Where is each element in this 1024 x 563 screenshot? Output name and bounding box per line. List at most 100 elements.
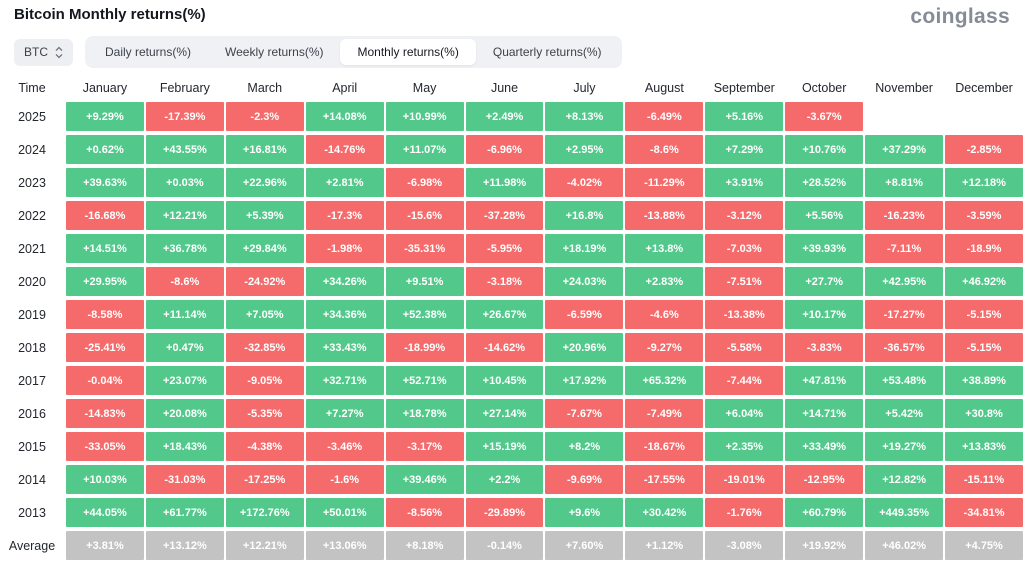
return-cell: +27.7% xyxy=(785,267,864,296)
return-cell: -4.38% xyxy=(225,432,304,461)
return-cell: -8.6% xyxy=(145,267,224,296)
return-cell: +12.21% xyxy=(145,201,224,230)
return-cell: +30.8% xyxy=(945,399,1023,428)
return-cell: +18.19% xyxy=(545,234,624,263)
return-cell: -8.6% xyxy=(625,135,704,164)
return-cell: -16.68% xyxy=(66,201,144,230)
average-return-cell: +8.18% xyxy=(385,531,464,560)
return-cell: -19.01% xyxy=(705,465,784,494)
coin-selector[interactable]: BTC xyxy=(14,38,73,66)
return-cell: +10.03% xyxy=(66,465,144,494)
return-cell: -7.44% xyxy=(705,366,784,395)
return-cell: +53.48% xyxy=(865,366,944,395)
return-cell: +7.27% xyxy=(305,399,384,428)
row-label-year: 2025 xyxy=(18,109,46,124)
return-cell: +13.8% xyxy=(625,234,704,263)
row-label-year: 2021 xyxy=(18,241,46,256)
row-label-year: 2016 xyxy=(18,406,46,421)
row-label-year: 2023 xyxy=(18,175,46,190)
return-cell: +8.2% xyxy=(545,432,624,461)
return-cell: +10.17% xyxy=(785,300,864,329)
return-cell: -5.15% xyxy=(945,333,1023,362)
return-cell: -8.58% xyxy=(66,300,144,329)
return-cell: -7.49% xyxy=(625,399,704,428)
row-label-year: 2024 xyxy=(18,142,46,157)
return-cell: -6.59% xyxy=(545,300,624,329)
month-column-header: February xyxy=(159,81,210,95)
tab-daily-returns[interactable]: Daily returns(%) xyxy=(88,39,208,65)
return-cell: -17.27% xyxy=(865,300,944,329)
return-cell: -36.57% xyxy=(865,333,944,362)
average-return-cell: -3.08% xyxy=(705,531,784,560)
return-cell: +5.16% xyxy=(705,102,784,131)
return-cell: -0.04% xyxy=(66,366,144,395)
return-cell: -13.88% xyxy=(625,201,704,230)
month-column-header: July xyxy=(573,81,596,95)
return-cell: -5.95% xyxy=(465,234,544,263)
return-cell: +39.46% xyxy=(385,465,464,494)
return-cell: +8.81% xyxy=(865,168,944,197)
coinglass-logo[interactable]: coinglass xyxy=(910,5,1010,28)
tab-quarterly-returns[interactable]: Quarterly returns(%) xyxy=(476,39,619,65)
return-cell: +18.43% xyxy=(145,432,224,461)
return-cell: +20.08% xyxy=(145,399,224,428)
return-cell: -1.76% xyxy=(705,498,784,527)
return-cell: +30.42% xyxy=(625,498,704,527)
return-cell: +0.47% xyxy=(145,333,224,362)
return-cell: +52.71% xyxy=(385,366,464,395)
return-cell: +11.07% xyxy=(385,135,464,164)
return-cell: -14.76% xyxy=(305,135,384,164)
month-column-header: October xyxy=(801,81,847,95)
return-cell: +2.2% xyxy=(465,465,544,494)
row-label-year: 2015 xyxy=(18,439,46,454)
return-cell: +18.78% xyxy=(385,399,464,428)
return-cell: +29.95% xyxy=(66,267,144,296)
row-label-year: 2018 xyxy=(18,340,46,355)
tab-weekly-returns[interactable]: Weekly returns(%) xyxy=(208,39,340,65)
return-cell: +5.42% xyxy=(865,399,944,428)
return-cell: +44.05% xyxy=(66,498,144,527)
return-cell: -17.3% xyxy=(305,201,384,230)
return-cell: +9.6% xyxy=(545,498,624,527)
return-cell: +20.96% xyxy=(545,333,624,362)
return-cell: +17.92% xyxy=(545,366,624,395)
return-cell: +50.01% xyxy=(305,498,384,527)
return-cell: +14.51% xyxy=(66,234,144,263)
return-cell: +12.82% xyxy=(865,465,944,494)
return-cell: +5.56% xyxy=(785,201,864,230)
return-cell: -3.17% xyxy=(385,432,464,461)
return-cell: +52.38% xyxy=(385,300,464,329)
average-return-cell: +13.06% xyxy=(305,531,384,560)
return-cell: +47.81% xyxy=(785,366,864,395)
month-column-header: May xyxy=(412,81,437,95)
return-cell: -25.41% xyxy=(66,333,144,362)
return-cell: +39.93% xyxy=(785,234,864,263)
return-cell: +6.04% xyxy=(705,399,784,428)
return-cell: -5.58% xyxy=(705,333,784,362)
return-cell: -3.46% xyxy=(305,432,384,461)
return-cell: +0.03% xyxy=(145,168,224,197)
return-cell: +14.71% xyxy=(785,399,864,428)
return-cell: +2.49% xyxy=(465,102,544,131)
return-cell: -32.85% xyxy=(225,333,304,362)
return-cell: +7.29% xyxy=(705,135,784,164)
return-cell: +449.35% xyxy=(865,498,944,527)
return-cell: +2.35% xyxy=(705,432,784,461)
return-cell: +7.05% xyxy=(225,300,304,329)
return-cell: -9.69% xyxy=(545,465,624,494)
return-cell: -17.39% xyxy=(145,102,224,131)
return-cell: -6.98% xyxy=(385,168,464,197)
return-cell: -6.96% xyxy=(465,135,544,164)
monthly-returns-heatmap: Time January February March April May June July… xyxy=(0,70,1024,560)
return-cell: -1.98% xyxy=(305,234,384,263)
return-cell: -15.6% xyxy=(385,201,464,230)
controls-bar: BTC Daily returns(%) Weekly returns(%) M… xyxy=(0,27,1024,70)
tab-monthly-returns[interactable]: Monthly returns(%) xyxy=(340,39,476,65)
return-cell: +9.29% xyxy=(66,102,144,131)
return-cell: +2.95% xyxy=(545,135,624,164)
return-cell: +0.62% xyxy=(66,135,144,164)
return-cell: +32.71% xyxy=(305,366,384,395)
row-label-year: 2019 xyxy=(18,307,46,322)
return-cell: -9.27% xyxy=(625,333,704,362)
return-cell: +3.91% xyxy=(705,168,784,197)
